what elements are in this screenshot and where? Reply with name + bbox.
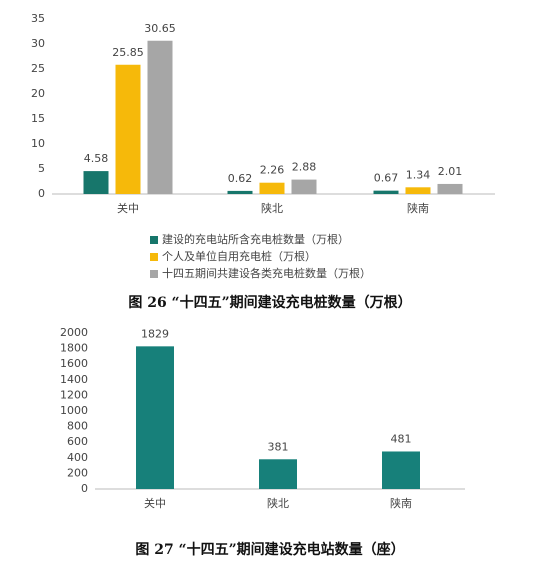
chart-title: 图 27 “十四五”期间建设充电站数量（座） [135,541,404,558]
bar [437,183,463,194]
bar [227,190,253,194]
data-label: 2.88 [292,161,317,174]
bar [373,190,399,194]
legend-swatch [150,270,158,278]
legend-label: 个人及单位自用充电桩（万根） [162,249,316,263]
legend-swatch [150,236,158,244]
legend-label: 十四五期间共建设各类充电桩数量（万根） [162,266,371,280]
x-tick-label: 陕北 [261,201,283,215]
data-label: 2.26 [260,164,285,177]
y-tick-label: 1200 [60,388,88,401]
legend-swatch [150,253,158,261]
y-tick-label: 600 [67,435,88,448]
y-tick-label: 2000 [60,326,88,339]
x-tick-label: 陕南 [390,496,412,510]
y-tick-label: 800 [67,420,88,433]
chart-title: 图 26 “十四五”期间建设充电桩数量（万根） [128,294,411,311]
data-label: 2.01 [438,165,463,178]
x-tick-label: 陕南 [407,201,429,215]
x-tick-label: 关中 [117,201,139,215]
bar [382,451,420,489]
y-tick-label: 15 [31,112,45,125]
y-tick-label: 20 [31,87,45,100]
bar [259,459,297,489]
y-tick-label: 0 [38,187,45,200]
y-tick-label: 400 [67,451,88,464]
data-label: 0.67 [374,172,399,185]
bar [291,179,317,194]
data-label: 381 [268,440,289,453]
data-label: 30.65 [144,22,176,35]
y-tick-label: 5 [38,162,45,175]
x-tick-label: 关中 [144,496,166,510]
y-tick-label: 1000 [60,404,88,417]
data-label: 481 [391,432,412,445]
y-tick-label: 35 [31,12,45,25]
x-tick-label: 陕北 [267,496,289,510]
y-tick-label: 10 [31,137,45,150]
data-label: 25.85 [112,46,144,59]
data-label: 4.58 [84,152,109,165]
bar [83,171,109,194]
legend-label: 建设的充电站所含充电桩数量（万根） [162,232,349,246]
bar [405,187,431,194]
bar [259,182,285,194]
data-label: 1829 [141,327,169,340]
data-label: 0.62 [228,172,253,185]
y-tick-label: 1800 [60,342,88,355]
y-tick-label: 1600 [60,357,88,370]
bar [147,40,173,194]
y-tick-label: 0 [81,482,88,495]
y-tick-label: 30 [31,37,45,50]
bar [115,64,141,194]
y-tick-label: 25 [31,62,45,75]
bar [136,346,174,489]
data-label: 1.34 [406,168,431,181]
y-tick-label: 200 [67,466,88,479]
y-tick-label: 1400 [60,373,88,386]
